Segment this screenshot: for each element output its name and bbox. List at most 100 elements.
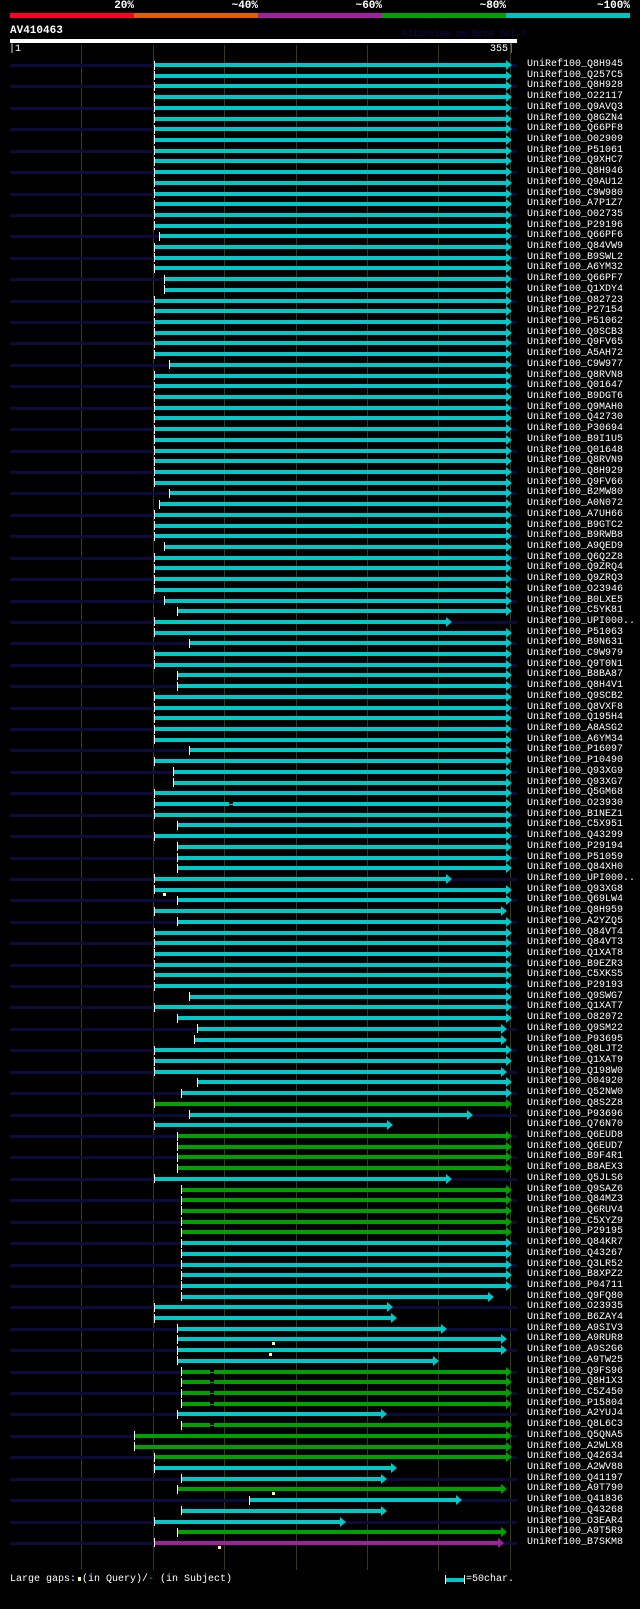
hit-name-link[interactable]: UniRef100_P30694	[527, 423, 624, 435]
hit-name-link[interactable]: UniRef100_A9S2G6	[527, 1344, 624, 1356]
hit-name-link[interactable]: UniRef100_O82072	[527, 1012, 624, 1024]
hit-name-link[interactable]: UniRef100_A6YM34	[527, 733, 624, 745]
hit-name-link[interactable]: UniRef100_Q8H928	[527, 80, 624, 92]
hit-name-link[interactable]: UniRef100_Q6Q2Z8	[527, 551, 624, 563]
hit-name-link[interactable]: UniRef100_Q9SCB2	[527, 690, 624, 702]
hit-name-link[interactable]: UniRef100_Q84VW9	[527, 241, 624, 253]
hit-name-link[interactable]: UniRef100_P29194	[527, 840, 624, 852]
hit-name-link[interactable]: UniRef100_Q66PF6	[527, 230, 624, 242]
hit-name-link[interactable]: UniRef100_Q5JLS6	[527, 1172, 624, 1184]
hit-name-link[interactable]: UniRef100_Q9T0N1	[527, 658, 624, 670]
hit-name-link[interactable]: UniRef100_A2YUJ4	[527, 1408, 624, 1420]
hit-name-link[interactable]: UniRef100_C9W977	[527, 358, 624, 370]
hit-name-link[interactable]: UniRef100_O23930	[527, 797, 624, 809]
hit-name-link[interactable]: UniRef100_Q6RUV4	[527, 1204, 624, 1216]
hit-name-link[interactable]: UniRef100_UPI000..	[527, 872, 636, 884]
hit-name-link[interactable]: UniRef100_A6YM32	[527, 262, 624, 274]
hit-name-link[interactable]: UniRef100_O22117	[527, 91, 624, 103]
hit-name-link[interactable]: UniRef100_A9SIV3	[527, 1322, 624, 1334]
hit-name-link[interactable]: UniRef100_P16097	[527, 744, 624, 756]
hit-name-link[interactable]: UniRef100_Q3LR52	[527, 1258, 624, 1270]
hit-name-link[interactable]: UniRef100_Q198W0	[527, 1065, 624, 1077]
hit-name-link[interactable]: UniRef100_Q9SM22	[527, 1022, 624, 1034]
hit-name-link[interactable]: UniRef100_O82723	[527, 294, 624, 306]
hit-name-link[interactable]: UniRef100_Q69LW4	[527, 894, 624, 906]
hit-name-link[interactable]: UniRef100_Q84MZ3	[527, 1194, 624, 1206]
hit-name-link[interactable]: UniRef100_Q195H4	[527, 712, 624, 724]
hit-name-link[interactable]: UniRef100_Q01647	[527, 380, 624, 392]
hit-name-link[interactable]: UniRef100_P93696	[527, 1108, 624, 1120]
hit-name-link[interactable]: UniRef100_A5AH72	[527, 348, 624, 360]
hit-name-link[interactable]: UniRef100_A9RUR8	[527, 1333, 624, 1345]
hit-name-link[interactable]: UniRef100_A9TW25	[527, 1354, 624, 1366]
hit-name-link[interactable]: UniRef100_O02909	[527, 133, 624, 145]
hit-name-link[interactable]: UniRef100_Q6EUD7	[527, 1140, 624, 1152]
hit-name-link[interactable]: UniRef100_P10490	[527, 755, 624, 767]
hit-name-link[interactable]: UniRef100_B8AEX3	[527, 1162, 624, 1174]
hit-name-link[interactable]: UniRef100_Q8L6C3	[527, 1419, 624, 1431]
hit-name-link[interactable]: UniRef100_Q9XHC7	[527, 155, 624, 167]
hit-name-link[interactable]: UniRef100_P29196	[527, 219, 624, 231]
hit-name-link[interactable]: UniRef100_Q01648	[527, 444, 624, 456]
hit-name-link[interactable]: UniRef100_Q66PF8	[527, 123, 624, 135]
hit-name-link[interactable]: UniRef100_B9F4R1	[527, 1151, 624, 1163]
hit-name-link[interactable]: UniRef100_Q84VT3	[527, 937, 624, 949]
hit-name-link[interactable]: UniRef100_A7UH66	[527, 508, 624, 520]
hit-name-link[interactable]: UniRef100_B8XPZ2	[527, 1269, 624, 1281]
hit-name-link[interactable]: UniRef100_B2MW80	[527, 487, 624, 499]
hit-name-link[interactable]: UniRef100_Q66PF7	[527, 273, 624, 285]
hit-name-link[interactable]: UniRef100_Q43299	[527, 830, 624, 842]
hit-name-link[interactable]: UniRef100_A2WLX8	[527, 1440, 624, 1452]
hit-name-link[interactable]: UniRef100_Q43267	[527, 1247, 624, 1259]
hit-name-link[interactable]: UniRef100_P27154	[527, 305, 624, 317]
hit-name-link[interactable]: UniRef100_C5YK81	[527, 605, 624, 617]
hit-name-link[interactable]: UniRef100_O23935	[527, 1301, 624, 1313]
hit-name-link[interactable]: UniRef100_Q8H945	[527, 59, 624, 70]
hit-name-link[interactable]: UniRef100_Q93XG9	[527, 765, 624, 777]
hit-name-link[interactable]: UniRef100_Q1XAT7	[527, 1001, 624, 1013]
hit-name-link[interactable]: UniRef100_O23946	[527, 583, 624, 595]
hit-name-link[interactable]: UniRef100_Q8H4V1	[527, 680, 624, 692]
hit-name-link[interactable]: UniRef100_B7SKM8	[527, 1536, 624, 1548]
hit-name-link[interactable]: UniRef100_P29193	[527, 980, 624, 992]
hit-name-link[interactable]: UniRef100_Q9FQ80	[527, 1290, 624, 1302]
hit-name-link[interactable]: UniRef100_B8BA87	[527, 669, 624, 681]
hit-name-link[interactable]: UniRef100_A2WV88	[527, 1462, 624, 1473]
hit-name-link[interactable]: UniRef100_O3EAR4	[527, 1515, 624, 1527]
hit-name-link[interactable]: UniRef100_Q9SWG7	[527, 990, 624, 1002]
hit-name-link[interactable]: UniRef100_A9QED9	[527, 540, 624, 552]
hit-name-link[interactable]: UniRef100_Q9ZRQ4	[527, 562, 624, 574]
hit-name-link[interactable]: UniRef100_O02735	[527, 208, 624, 220]
hit-name-link[interactable]: UniRef100_Q93XG8	[527, 883, 624, 895]
hit-name-link[interactable]: UniRef100_Q8H946	[527, 166, 624, 178]
hit-name-link[interactable]: UniRef100_Q8GZN4	[527, 112, 624, 124]
hit-name-link[interactable]: UniRef100_Q5GM68	[527, 787, 624, 799]
hit-name-link[interactable]: UniRef100_Q8LJT2	[527, 1044, 624, 1056]
hit-name-link[interactable]: UniRef100_Q9SCB3	[527, 326, 624, 338]
hit-name-link[interactable]: UniRef100_C5XKS5	[527, 969, 624, 981]
hit-name-link[interactable]: UniRef100_B1NEZ1	[527, 808, 624, 820]
hit-name-link[interactable]: UniRef100_B9N631	[527, 637, 624, 649]
hit-name-link[interactable]: UniRef100_Q52NW0	[527, 1087, 624, 1099]
hit-name-link[interactable]: UniRef100_Q257C5	[527, 69, 624, 81]
hit-name-link[interactable]: UniRef100_P93695	[527, 1033, 624, 1045]
hit-name-link[interactable]: UniRef100_O04920	[527, 1076, 624, 1088]
hit-name-link[interactable]: UniRef100_Q9SAZ6	[527, 1183, 624, 1195]
hit-name-link[interactable]: UniRef100_P04711	[527, 1279, 624, 1291]
hit-name-link[interactable]: UniRef100_Q84KR7	[527, 1237, 624, 1249]
hit-name-link[interactable]: UniRef100_P29195	[527, 1226, 624, 1238]
hit-name-link[interactable]: UniRef100_Q8H929	[527, 465, 624, 477]
hit-name-link[interactable]: UniRef100_Q9FV65	[527, 337, 624, 349]
hit-name-link[interactable]: UniRef100_Q1XAT9	[527, 1055, 624, 1067]
hit-name-link[interactable]: UniRef100_Q9MAH0	[527, 401, 624, 413]
hit-name-link[interactable]: UniRef100_P51059	[527, 851, 624, 863]
hit-name-link[interactable]: UniRef100_A0N072	[527, 498, 624, 510]
hit-name-link[interactable]: UniRef100_Q8H959	[527, 905, 624, 917]
hit-name-link[interactable]: UniRef100_A9T5R9	[527, 1526, 624, 1538]
hit-name-link[interactable]: UniRef100_B9DGT6	[527, 391, 624, 402]
hit-name-link[interactable]: UniRef100_Q43268	[527, 1504, 624, 1516]
hit-name-link[interactable]: UniRef100_Q42634	[527, 1451, 624, 1463]
hit-name-link[interactable]: UniRef100_C9W980	[527, 187, 624, 199]
hit-name-link[interactable]: UniRef100_P51061	[527, 144, 624, 156]
hit-name-link[interactable]: UniRef100_Q42730	[527, 412, 624, 424]
